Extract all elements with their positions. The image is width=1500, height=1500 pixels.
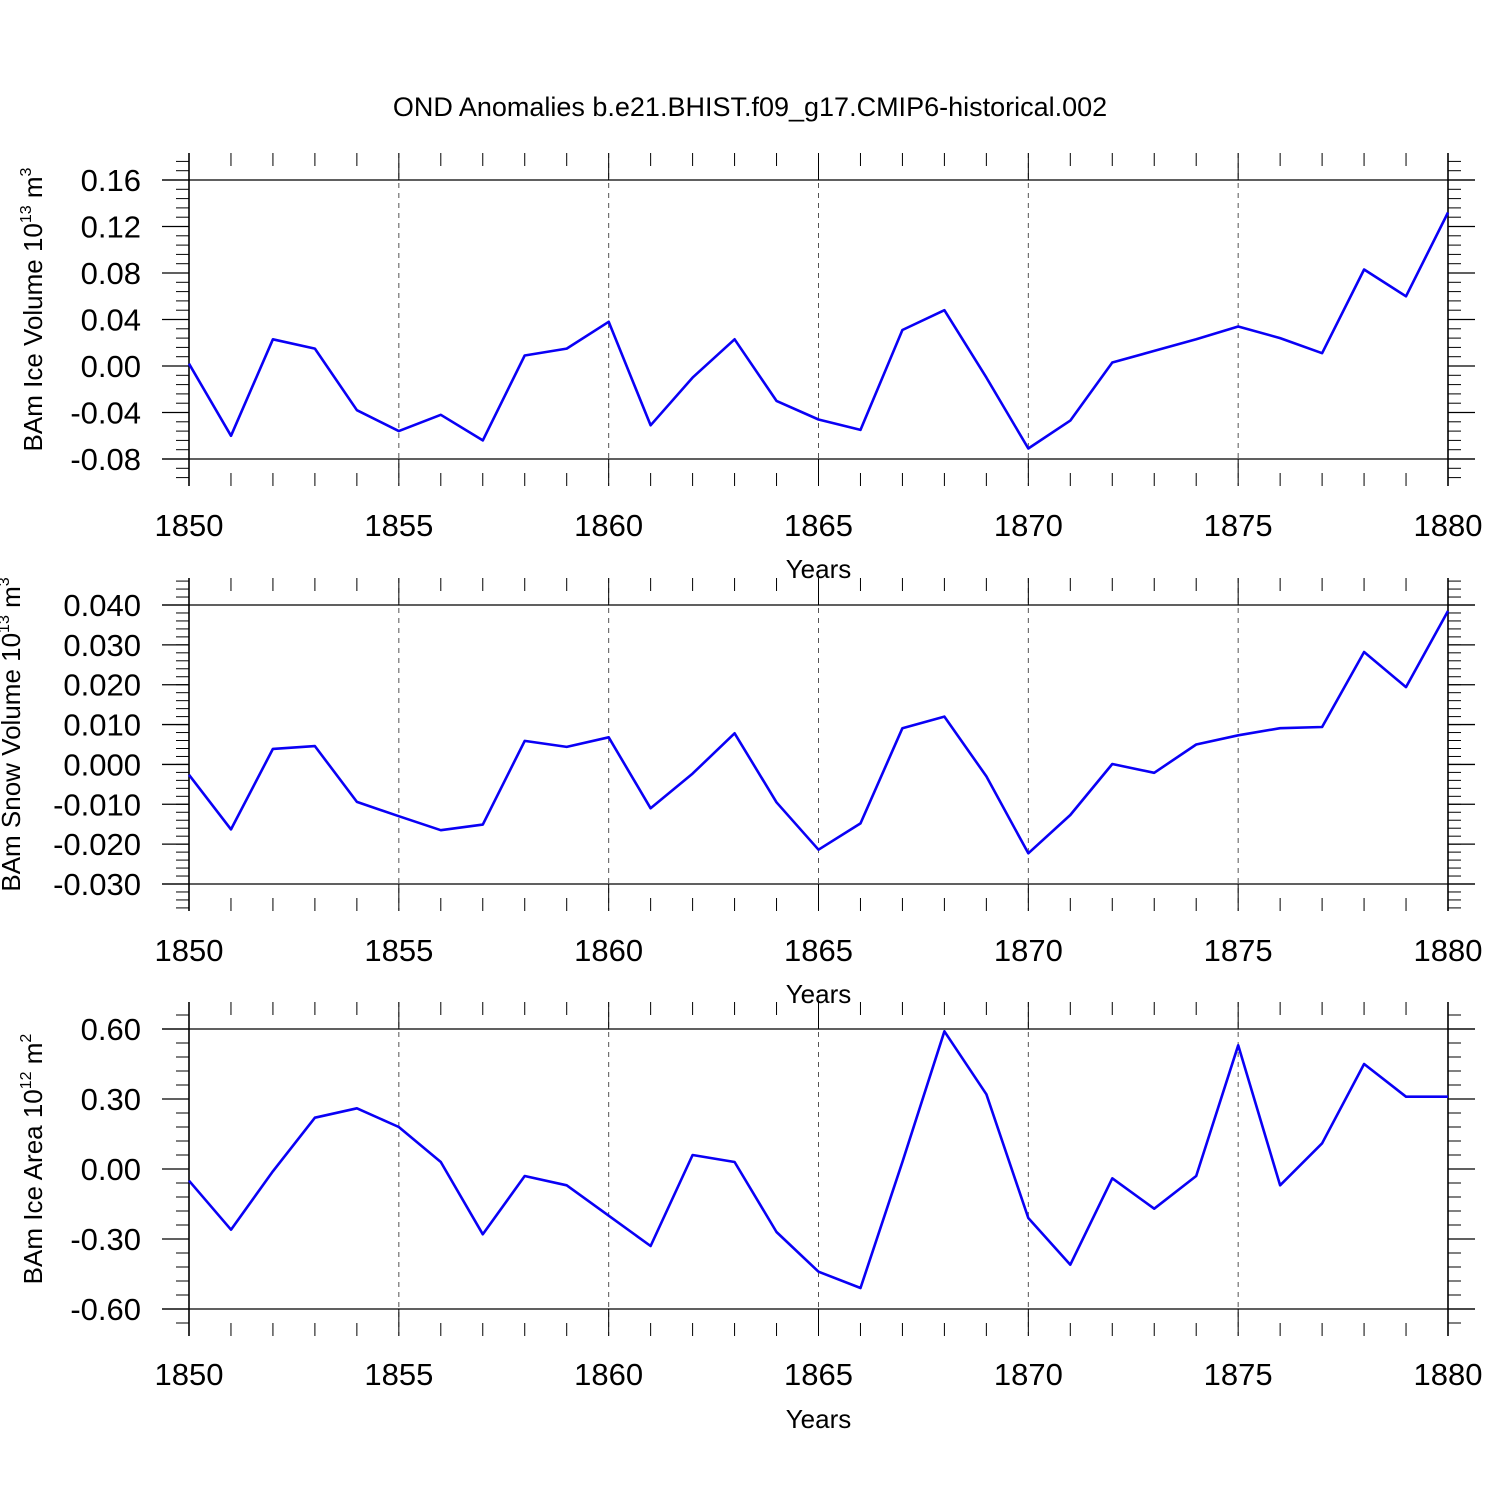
x-tick-label: 1855 [364, 1357, 433, 1392]
y-axis-title-unit-exponent: 3 [0, 577, 13, 586]
x-tick-label: 1860 [574, 1357, 643, 1392]
x-tick-label: 1855 [364, 508, 433, 543]
y-tick-label: 0.30 [81, 1082, 141, 1117]
x-tick-label: 1855 [364, 933, 433, 968]
x-tick-label: 1880 [1414, 1357, 1483, 1392]
y-tick-label: 0.020 [63, 668, 141, 703]
y-axis-title: BAm Ice Volume 1013 m3 [18, 167, 48, 451]
x-tick-label: 1860 [574, 508, 643, 543]
y-axis-title-unit-exponent: 3 [18, 167, 35, 176]
y-tick-label: 0.16 [81, 163, 141, 198]
x-tick-label: 1860 [574, 933, 643, 968]
x-tick-label: 1875 [1204, 933, 1273, 968]
y-tick-label: -0.020 [53, 827, 141, 862]
x-axis-title: Years [786, 1404, 852, 1434]
y-axis-title-unit-exponent: 2 [18, 1034, 35, 1043]
y-axis-title-text: BAm Ice Area 10 [18, 1089, 48, 1284]
y-tick-label: -0.08 [70, 442, 141, 477]
x-tick-label: 1870 [994, 508, 1063, 543]
panels: 0.16 0.12 0.08 0.04 0.00 -0.04 -0.08 1850 1855 18… [0, 153, 1482, 1434]
y-axis-title-exponent: 13 [18, 205, 35, 223]
y-tick-label: 0.00 [81, 1152, 141, 1187]
y-tick-label: -0.030 [53, 867, 141, 902]
y-tick-label: 0.000 [63, 747, 141, 782]
y-tick-label: -0.60 [70, 1292, 141, 1327]
y-tick-label: 0.030 [63, 628, 141, 663]
panel-1: 0.16 0.12 0.08 0.04 0.00 -0.04 -0.08 1850 1855 18… [18, 153, 1482, 584]
x-tick-label: 1865 [784, 508, 853, 543]
y-tick-label: 0.040 [63, 588, 141, 623]
panel-2: 0.040 0.030 0.020 0.010 0.000 -0.010 -0.020 -0.… [0, 577, 1482, 1009]
y-tick-label: 0.12 [81, 210, 141, 245]
y-tick-label: -0.30 [70, 1222, 141, 1257]
x-tick-label: 1850 [155, 1357, 224, 1392]
x-tick-label: 1870 [994, 1357, 1063, 1392]
y-axis-title-exponent: 12 [18, 1071, 35, 1089]
panel-3: 0.60 0.30 0.00 -0.30 -0.60 1850 1855 1860 1865 18… [18, 1002, 1482, 1434]
series-line [188, 1030, 1448, 1290]
y-tick-label: 0.08 [81, 256, 141, 291]
y-axis-title-unit: m [18, 176, 48, 205]
y-axis-title: BAm Ice Area 1012 m2 [18, 1034, 48, 1285]
y-tick-label: 0.60 [81, 1012, 141, 1047]
y-tick-label: -0.010 [53, 787, 141, 822]
x-tick-label: 1870 [994, 933, 1063, 968]
x-tick-label: 1865 [784, 1357, 853, 1392]
y-tick-label: 0.00 [81, 349, 141, 384]
y-tick-label: 0.04 [81, 303, 141, 338]
x-tick-label: 1865 [784, 933, 853, 968]
y-axis-title-unit: m [0, 586, 26, 615]
y-axis-title: BAm Snow Volume 1013 m3 [0, 577, 26, 891]
x-tick-label: 1875 [1204, 508, 1273, 543]
y-tick-label: -0.04 [70, 396, 141, 431]
x-tick-label: 1880 [1414, 508, 1483, 543]
x-tick-label: 1850 [155, 508, 224, 543]
x-tick-label: 1875 [1204, 1357, 1273, 1392]
y-axis-title-unit: m [18, 1043, 48, 1072]
y-axis-title-text: BAm Ice Volume 10 [18, 223, 48, 451]
y-axis-title-exponent: 13 [0, 615, 13, 633]
x-tick-label: 1880 [1414, 933, 1483, 968]
y-axis-title-text: BAm Snow Volume 10 [0, 633, 26, 892]
chart-title: OND Anomalies b.e21.BHIST.f09_g17.CMIP6-… [393, 92, 1107, 122]
y-tick-label: 0.010 [63, 708, 141, 743]
x-tick-label: 1850 [155, 933, 224, 968]
